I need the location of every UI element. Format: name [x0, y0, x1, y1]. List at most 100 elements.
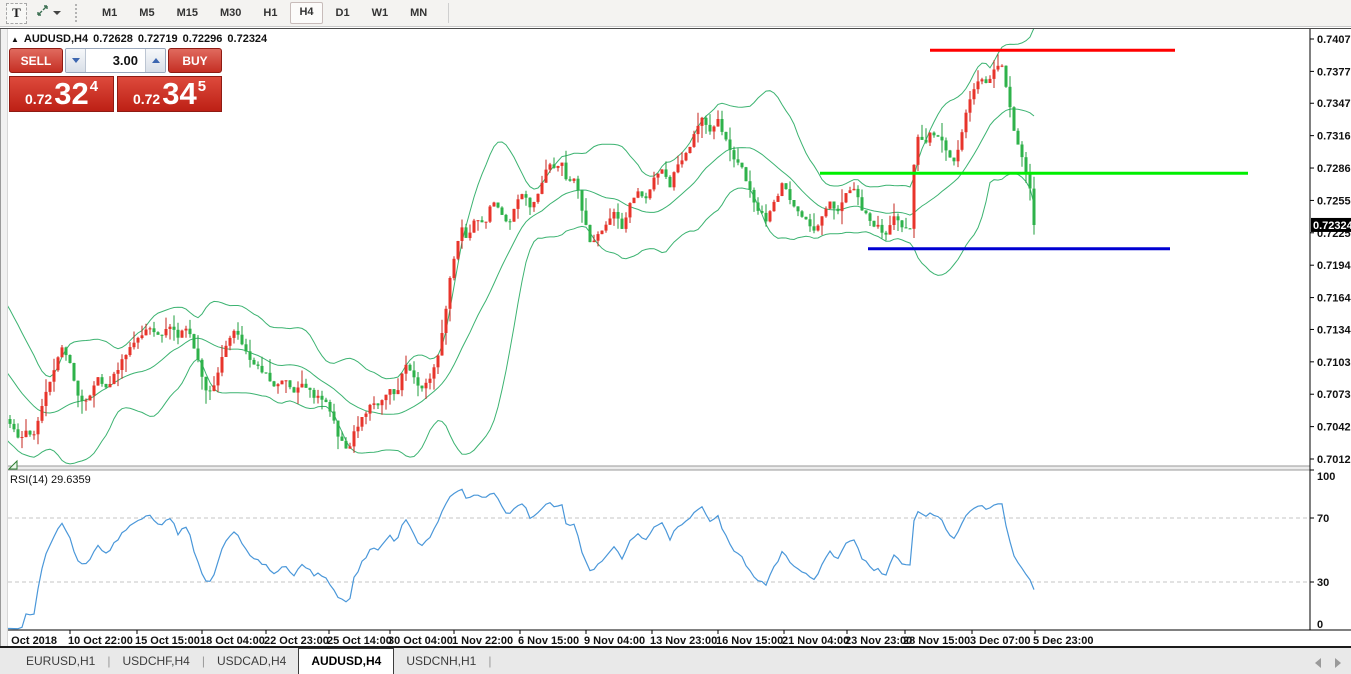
tab-usdcad-h4[interactable]: USDCAD,H4 [216, 654, 287, 668]
bollinger-middle-band [8, 108, 1035, 415]
timeframe-m15-button[interactable]: M15 [176, 7, 198, 19]
price-axis-label: 0.71035 [1317, 357, 1351, 369]
price-axis-label: 0.70425 [1317, 422, 1351, 434]
sell-price-sup: 4 [89, 78, 99, 95]
time-axis-label: 5 Dec 23:00 [1033, 635, 1094, 647]
ohlc-low: 0.72296 [182, 33, 223, 45]
tab-scroll-left-button[interactable] [1315, 658, 1321, 668]
collapse-arrow-icon[interactable]: ▲ [11, 34, 19, 44]
time-axis-label: 16 Nov 15:00 [716, 635, 783, 647]
one-click-trading-panel: SELL 3.00 BUY 0.72 32 4 [9, 48, 222, 112]
rsi-pane [8, 488, 1035, 630]
volume-input[interactable]: 3.00 [112, 53, 138, 68]
buy-price-prefix: 0.72 [132, 91, 161, 107]
tab-scroll-right-button[interactable] [1335, 658, 1341, 668]
timeframe-h1-button[interactable]: H1 [263, 7, 278, 19]
timeframe-buttons: M1 M5 M15 M30 H1 H4 D1 W1 MN [91, 2, 438, 24]
text-tool-icon: T [12, 5, 21, 20]
timeframe-m30-button[interactable]: M30 [219, 7, 242, 19]
chart-tab-bar: EURUSD,H1 | USDCHF,H4 | USDCAD,H4 AUDUSD,H4 US… [0, 646, 1351, 674]
chart-tabs: EURUSD,H1 | USDCHF,H4 | USDCAD,H4 AUDUSD,H4 US… [14, 648, 491, 674]
ohlc-open: 0.72628 [93, 33, 133, 45]
price-axis-label: 0.71945 [1317, 260, 1351, 272]
rsi-axis-label: 30 [1317, 577, 1329, 589]
main-chart-pane [8, 29, 1248, 465]
window-left-frame [0, 29, 8, 647]
time-axis-label: 28 Nov 15:00 [903, 635, 970, 647]
current-price-badge [1311, 217, 1351, 232]
volume-decrease-button[interactable] [66, 49, 86, 72]
toolbar-grip[interactable] [75, 4, 81, 22]
timeframe-d1-button[interactable]: D1 [335, 7, 350, 19]
time-axis-label: 1 Nov 22:00 [452, 635, 513, 647]
subwindow-resize-grip[interactable] [7, 459, 18, 470]
bollinger-upper-band [8, 29, 1035, 380]
price-axis-label: 0.74075 [1317, 34, 1351, 46]
arrow-up-icon [151, 58, 160, 63]
time-axis-label: 21 Nov 04:00 [782, 635, 849, 647]
tab-separator: | [488, 654, 492, 668]
arrow-down-icon [71, 58, 80, 63]
ohlc-high: 0.72719 [137, 33, 178, 45]
chart-title: AUDUSD,H4 [23, 33, 89, 45]
chart-canvas[interactable]: 0.740750.737700.734700.731650.728600.725… [0, 29, 1351, 647]
tab-usdchf-h4[interactable]: USDCHF,H4 [122, 654, 190, 668]
tab-eurusd-h1[interactable]: EURUSD,H1 [26, 654, 96, 668]
time-axis-label: 15 Oct 15:00 [135, 635, 200, 647]
price-axis-label: 0.72555 [1317, 195, 1351, 207]
time-axis-label: 30 Oct 04:00 [388, 635, 453, 647]
cursor-tool-button[interactable] [31, 4, 65, 23]
time-axis-label: 9 Nov 04:00 [584, 635, 645, 647]
time-axis-label: 8 Oct 2018 [2, 635, 57, 647]
time-axis-label: 23 Nov 23:00 [845, 635, 912, 647]
tab-separator: | [201, 654, 205, 668]
chevron-down-icon [53, 11, 61, 15]
buy-price-big: 34 [162, 76, 197, 111]
pane-splitter[interactable] [0, 466, 1310, 470]
volume-increase-button[interactable] [145, 49, 165, 72]
timeframe-m5-button[interactable]: M5 [139, 7, 155, 19]
sell-price-box[interactable]: 0.72 32 4 [9, 76, 114, 112]
double-arrow-icon [35, 3, 50, 23]
volume-stepper: 3.00 [65, 48, 166, 73]
time-axis-label: 25 Oct 14:00 [327, 635, 392, 647]
sell-button[interactable]: SELL [9, 48, 63, 73]
time-axis-label: 6 Nov 15:00 [518, 635, 579, 647]
sell-price-prefix: 0.72 [24, 91, 53, 107]
rsi-axis-label: 100 [1317, 471, 1335, 483]
buy-price-sup: 5 [197, 78, 207, 95]
timeframe-w1-button[interactable]: W1 [371, 7, 389, 19]
buy-price-box[interactable]: 0.72 34 5 [117, 76, 222, 112]
chart-header: ▲ AUDUSD,H4 0.72628 0.72719 0.72296 0.72… [11, 33, 267, 45]
text-tool-button[interactable]: T [6, 2, 27, 24]
top-toolbar: T M1 M5 M15 M30 H1 H4 D1 W1 MN [0, 0, 1351, 27]
time-axis-label: 3 Dec 07:00 [970, 635, 1031, 647]
time-axis-label: 13 Nov 23:00 [650, 635, 717, 647]
tab-usdcnh-h1[interactable]: USDCNH,H1 [406, 654, 477, 668]
rsi-indicator-label: RSI(14) 29.6359 [10, 474, 91, 486]
time-axis-label: 10 Oct 22:00 [68, 635, 133, 647]
timeframe-m1-button[interactable]: M1 [102, 7, 118, 19]
tab-audusd-h4[interactable]: AUDUSD,H4 [298, 648, 395, 674]
buy-button[interactable]: BUY [168, 48, 222, 73]
toolbar-separator [448, 3, 450, 23]
tab-separator: | [107, 654, 111, 668]
timeframe-mn-button[interactable]: MN [410, 7, 428, 19]
timeframe-h4-button[interactable]: H4 [290, 2, 323, 24]
time-axis-label: 18 Oct 04:00 [200, 635, 265, 647]
ohlc-close: 0.72324 [227, 33, 268, 45]
current-price-label: 0.72324 [1313, 220, 1351, 232]
price-axis-label: 0.73165 [1317, 131, 1351, 143]
sell-price-big: 32 [54, 76, 89, 111]
chart-window[interactable]: 0.740750.737700.734700.731650.728600.725… [0, 28, 1351, 647]
rsi-line [8, 488, 1035, 630]
bollinger-lower-band [8, 172, 1035, 465]
